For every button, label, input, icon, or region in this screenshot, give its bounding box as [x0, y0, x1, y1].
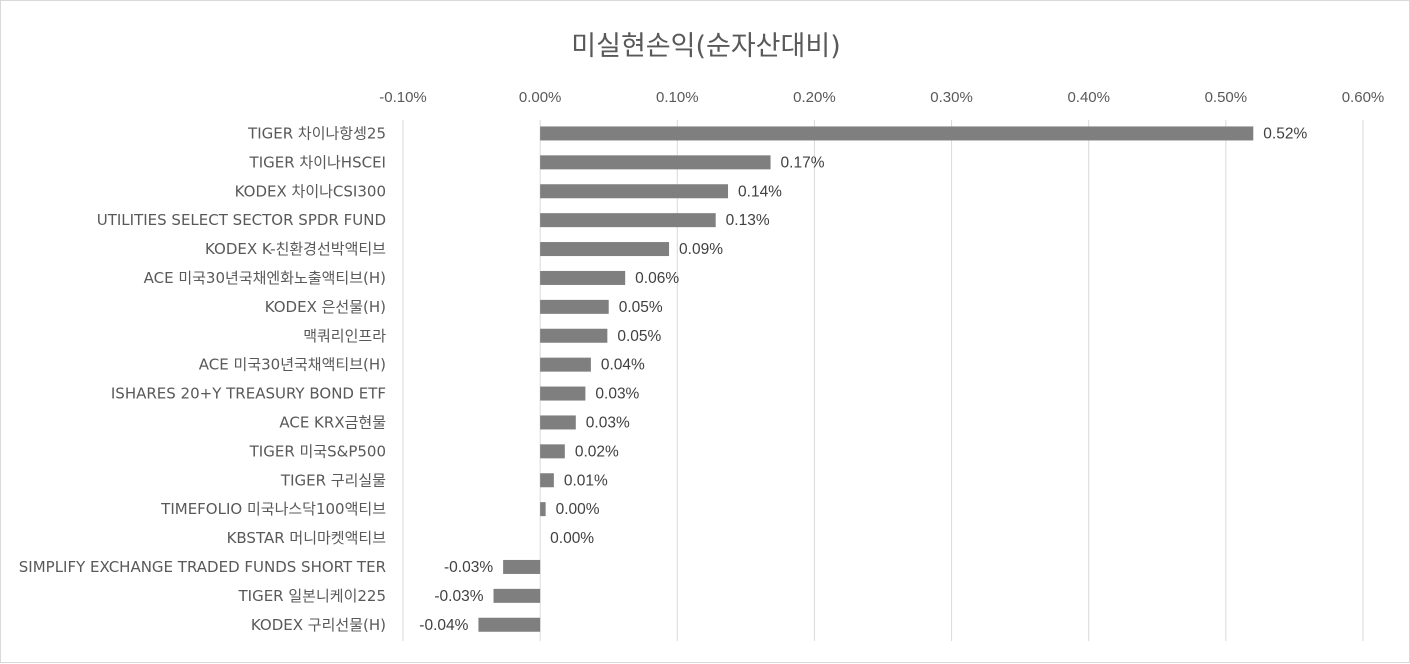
grid-lines: [402, 120, 1364, 641]
data-labels: 0.52% 0.17% 0.14% 0.13%0.09%0.06% 0.05% 0.05%…: [419, 125, 1307, 633]
category-label: ACE 미국30년국채엔화노출액티브(H): [144, 269, 386, 287]
x-tick-label: 0.10%: [656, 89, 699, 106]
category-label: 맥쿼리인프라: [303, 327, 386, 345]
bar: [540, 415, 576, 430]
x-tick-label: 0.50%: [1205, 89, 1248, 106]
data-label: 0.02%: [575, 443, 619, 460]
data-label: 0.09%: [679, 241, 723, 258]
bar: [503, 559, 541, 574]
category-labels: TIGER 차이나항셍25 TIGER 차이나HSCEI KODEX 차이나CSI3…: [19, 124, 386, 633]
category-label: ISHARES 20+Y TREASURY BOND ETF: [111, 385, 386, 403]
category-label: TIGER 차이나항셍25: [247, 124, 386, 142]
data-label: 0.04%: [601, 357, 645, 374]
bar: [540, 502, 546, 517]
bar: [540, 328, 608, 343]
category-label: SIMPLIFY EXCHANGE TRADED FUNDS SHORT TER: [19, 558, 386, 576]
data-label: 0.00%: [556, 501, 600, 518]
x-tick-label: 0.40%: [1067, 89, 1110, 106]
bar: [540, 299, 609, 314]
data-label: -0.04%: [419, 617, 468, 634]
bar: [540, 386, 586, 401]
category-label: KBSTAR 머니마켓액티브: [227, 529, 387, 547]
bar: [540, 357, 591, 372]
data-label: 0.05%: [619, 299, 663, 316]
data-label: 0.17%: [781, 154, 825, 171]
data-label: 0.01%: [564, 472, 608, 489]
bar: [540, 270, 626, 285]
bar: [540, 155, 771, 170]
data-label: -0.03%: [434, 588, 483, 605]
data-label: 0.03%: [595, 386, 639, 403]
bar: [493, 588, 541, 603]
category-label: TIGER 일본니케이225: [237, 587, 386, 605]
x-tick-label: 0.30%: [930, 89, 973, 106]
category-label: KODEX 구리선물(H): [251, 616, 386, 634]
category-label: TIGER 미국S&P500: [249, 442, 386, 460]
category-label: TIGER 구리실물: [280, 471, 386, 489]
bars: [478, 126, 1254, 632]
x-axis-tick-labels: -0.10% 0.00% 0.10% 0.20% 0.30% 0.40% 0.50% 0.60…: [379, 89, 1384, 106]
x-tick-label: 0.60%: [1342, 89, 1385, 106]
bar: [540, 473, 554, 488]
category-label: TIGER 차이나HSCEI: [249, 153, 386, 171]
category-label: TIMEFOLIO 미국나스닥100액티브: [160, 500, 386, 518]
data-label: 0.06%: [635, 270, 679, 287]
bar: [540, 213, 716, 228]
data-label: -0.03%: [444, 559, 493, 576]
bar: [540, 444, 565, 459]
data-label: 0.03%: [586, 414, 630, 431]
x-tick-label: 0.20%: [793, 89, 836, 106]
data-label: 0.52%: [1263, 125, 1307, 142]
data-label: 0.00%: [550, 530, 594, 547]
bar: [540, 184, 729, 199]
category-label: KODEX K-친환경선박액티브: [205, 240, 386, 258]
category-label: KODEX 은선물(H): [265, 298, 386, 316]
data-label: 0.13%: [726, 212, 770, 229]
category-label: UTILITIES SELECT SECTOR SPDR FUND: [97, 211, 386, 229]
bar: [540, 126, 1254, 141]
bar: [540, 242, 670, 257]
x-tick-label: 0.00%: [519, 89, 562, 106]
category-label: ACE KRX금현물: [279, 413, 386, 431]
chart-title: 미실현손익(순자산대비): [571, 31, 840, 62]
data-label: 0.05%: [617, 328, 661, 345]
category-label: KODEX 차이나CSI300: [235, 182, 386, 200]
category-label: ACE 미국30년국채액티브(H): [199, 356, 386, 374]
bar: [478, 617, 541, 632]
data-label: 0.14%: [738, 183, 782, 200]
x-tick-label: -0.10%: [379, 89, 427, 106]
